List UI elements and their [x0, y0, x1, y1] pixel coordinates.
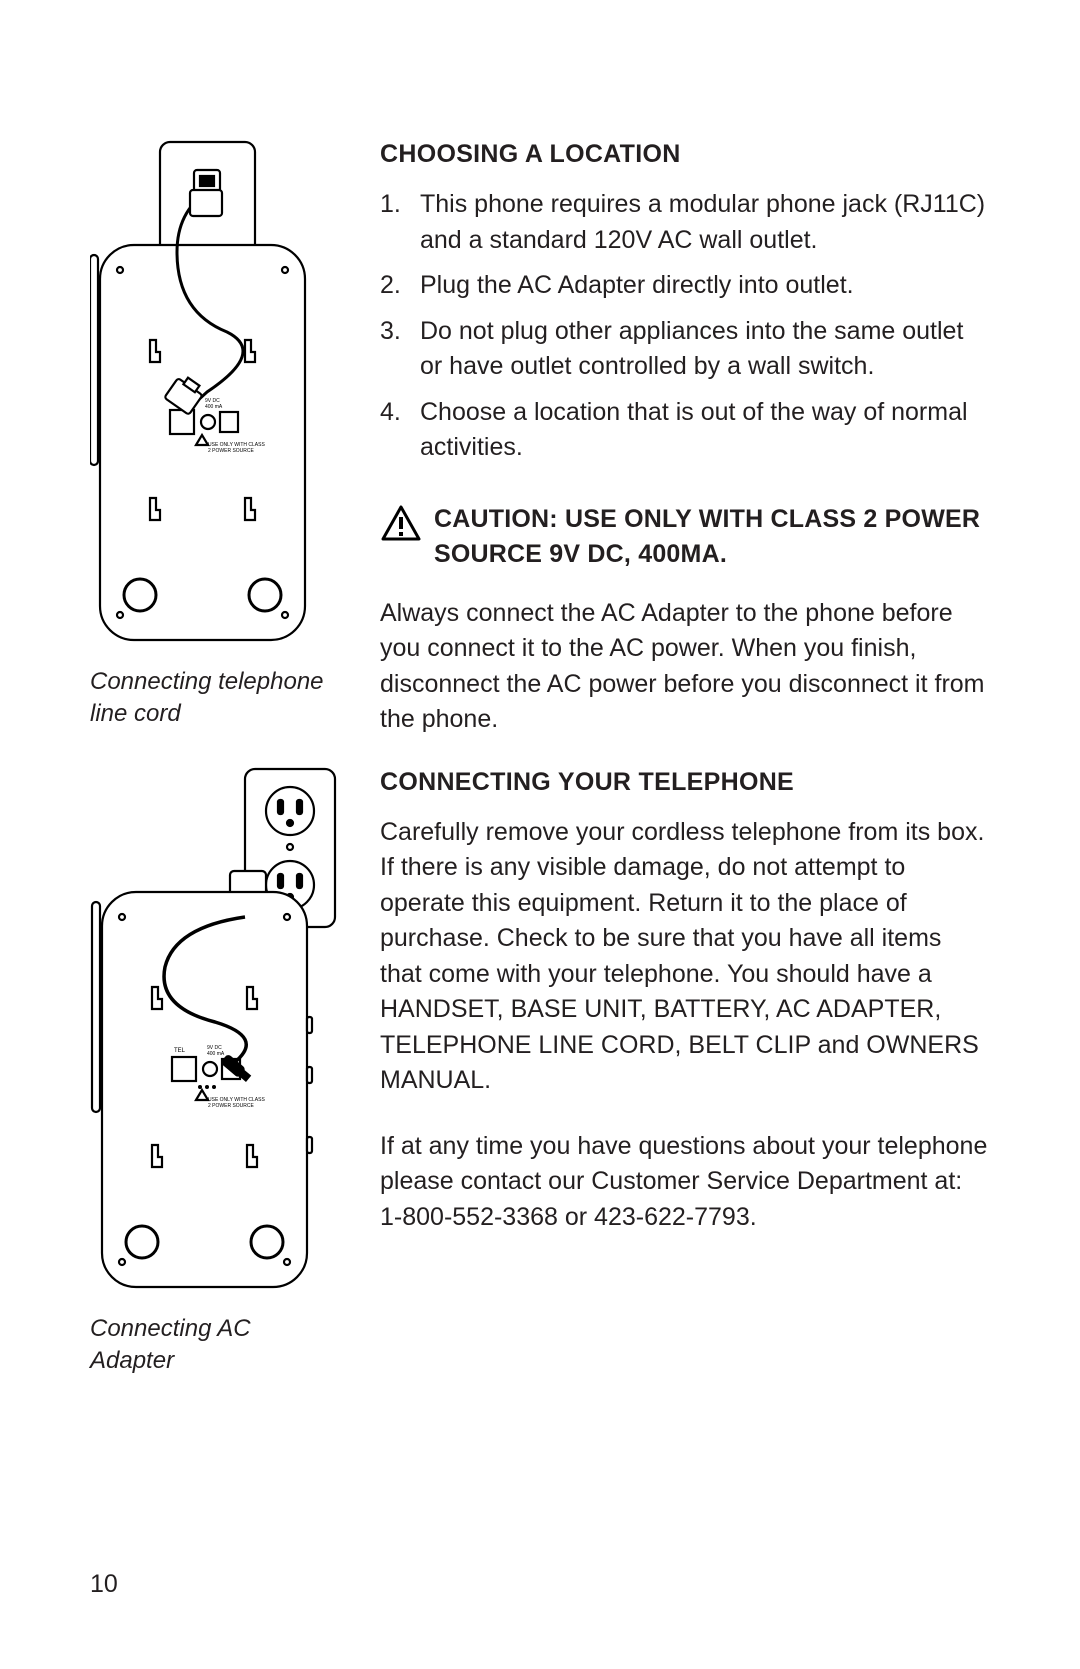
figure-caption: Connecting telephone line cord — [90, 666, 340, 731]
ac-adapter-illustration: TEL 9V DC 400 mA USE ONLY WITH CLASS 2 P… — [90, 767, 340, 1297]
svg-text:400 mA: 400 mA — [205, 404, 223, 410]
paragraph: If at any time you have questions about … — [380, 1129, 990, 1236]
content-columns: TEL 9V DC 400 mA USE ONLY WITH CLASS 2 P… — [90, 140, 990, 1414]
list-item: Do not plug other appliances into the sa… — [380, 314, 990, 385]
svg-text:TEL: TEL — [174, 1048, 186, 1054]
section-heading: CONNECTING YOUR TELEPHONE — [380, 768, 990, 797]
caution-block: CAUTION: USE ONLY WITH CLASS 2 POWER SOU… — [380, 502, 990, 572]
list-item: Plug the AC Adapter directly into outlet… — [380, 268, 990, 304]
list-item: Choose a location that is out of the way… — [380, 395, 990, 466]
section-heading: CHOOSING A LOCATION — [380, 140, 990, 169]
text-column: CHOOSING A LOCATION This phone requires … — [380, 140, 990, 1414]
manual-page: TEL 9V DC 400 mA USE ONLY WITH CLASS 2 P… — [0, 0, 1080, 1669]
svg-text:2 POWER SOURCE: 2 POWER SOURCE — [208, 1103, 255, 1109]
paragraph: Carefully remove your cordless telephone… — [380, 815, 990, 1099]
page-number: 10 — [90, 1570, 118, 1599]
figure-line-cord: TEL 9V DC 400 mA USE ONLY WITH CLASS 2 P… — [90, 140, 340, 731]
list-item: This phone requires a modular phone jack… — [380, 187, 990, 258]
figure-caption: Connecting AC Adapter — [90, 1313, 340, 1378]
svg-text:2 POWER SOURCE: 2 POWER SOURCE — [208, 448, 255, 454]
warning-icon — [380, 504, 422, 542]
numbered-list: This phone requires a modular phone jack… — [380, 187, 990, 466]
line-cord-illustration: TEL 9V DC 400 mA USE ONLY WITH CLASS 2 P… — [90, 140, 320, 650]
paragraph: Always connect the AC Adapter to the pho… — [380, 596, 990, 738]
figure-column: TEL 9V DC 400 mA USE ONLY WITH CLASS 2 P… — [90, 140, 340, 1414]
caution-text: CAUTION: USE ONLY WITH CLASS 2 POWER SOU… — [434, 502, 990, 572]
figure-ac-adapter: TEL 9V DC 400 mA USE ONLY WITH CLASS 2 P… — [90, 767, 340, 1378]
svg-text:400 mA: 400 mA — [207, 1051, 225, 1057]
